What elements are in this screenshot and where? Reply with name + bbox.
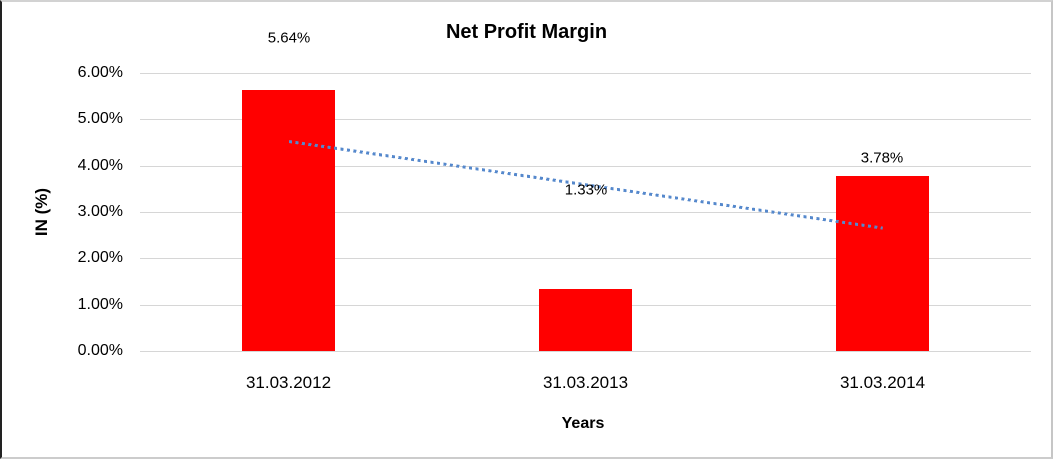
data-label-31.03.2014: 3.78%	[860, 149, 904, 167]
data-label-31.03.2012: 5.64%	[267, 29, 311, 47]
y-tick-label: 3.00%	[77, 203, 123, 220]
x-axis-title: Years	[561, 415, 605, 432]
y-tick-label: 0.00%	[77, 342, 123, 359]
y-tick-label: 5.00%	[77, 110, 123, 128]
bar-31.03.2014	[836, 175, 929, 351]
x-tick-label: 31.03.2014	[839, 373, 926, 392]
x-tick-label: 31.03.2012	[245, 373, 332, 392]
bar-31.03.2012	[242, 89, 335, 351]
x-tick-label: 31.03.2013	[542, 373, 629, 392]
y-tick-label: 4.00%	[77, 156, 123, 174]
gridline	[140, 165, 1031, 167]
gridline	[140, 119, 1031, 121]
y-tick-label: 6.00%	[77, 64, 123, 81]
gridline	[140, 351, 1031, 352]
gridline	[140, 73, 1031, 74]
frame-border-segment	[0, 0, 120, 2]
y-tick-label: 2.00%	[77, 249, 123, 267]
gridline	[140, 258, 1031, 260]
bar-31.03.2013	[539, 289, 632, 351]
chart-title: Net Profit Margin	[445, 21, 608, 43]
data-label-31.03.2013: 1.33%	[564, 181, 608, 199]
y-tick-label: 1.00%	[77, 295, 123, 313]
gridline	[140, 212, 1031, 213]
